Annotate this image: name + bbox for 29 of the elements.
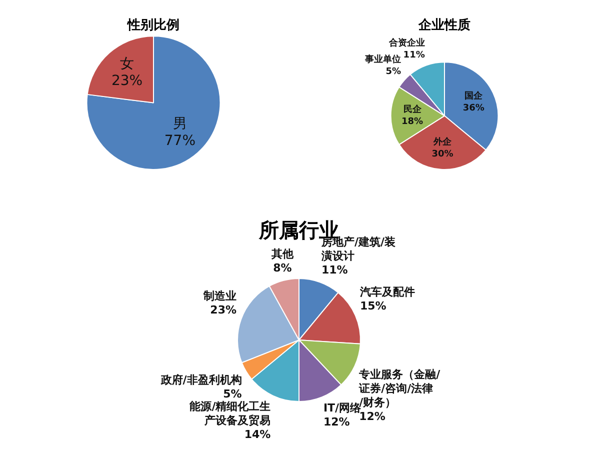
data-label: 18%	[402, 117, 424, 128]
slice-label: 制造业	[202, 289, 237, 302]
data-label: 5%	[223, 388, 242, 401]
slice-label: 民企	[403, 104, 422, 116]
data-label: 12%	[359, 410, 386, 424]
slice-label: 政府/非盈利机构	[160, 374, 242, 387]
data-label: 23%	[210, 303, 237, 316]
data-label: 30%	[432, 149, 454, 160]
slice-label: 女	[120, 56, 134, 72]
slice-label: 合资企业	[388, 38, 425, 49]
data-label: 14%	[244, 428, 271, 441]
data-label: 11%	[322, 263, 348, 276]
data-label: 36%	[462, 103, 484, 114]
chart-title: 性别比例	[126, 18, 180, 34]
slice-label: 国企	[464, 90, 484, 102]
data-label: 15%	[360, 299, 386, 312]
data-label: 77%	[164, 132, 196, 149]
data-label: 12%	[323, 416, 350, 429]
slice-label: 男	[172, 116, 187, 132]
data-label: 5%	[386, 66, 401, 77]
slice-label: 事业单位	[364, 54, 401, 65]
slice-label: 其他	[270, 248, 294, 261]
data-label: 23%	[111, 72, 143, 89]
data-label: 8%	[273, 262, 292, 275]
chart-title: 企业性质	[418, 17, 470, 34]
data-label: 11%	[403, 50, 425, 61]
slice-label: 汽车及配件	[358, 285, 415, 298]
slice-label: 外企	[432, 136, 452, 148]
slice-label: 能源/精细化工生产设备及贸易	[190, 400, 271, 427]
